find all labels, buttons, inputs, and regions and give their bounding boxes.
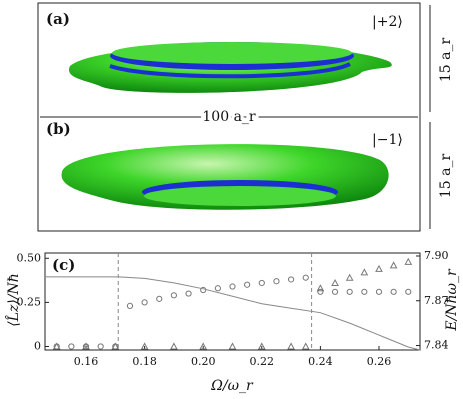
triangle-point [52, 342, 61, 350]
circle-point [170, 292, 178, 299]
triangle-point [301, 342, 310, 350]
circle-point [346, 288, 353, 295]
x-tick-label: 0.24 [308, 355, 333, 368]
panel-b-render [61, 144, 389, 210]
panel-label: (b) [46, 120, 71, 138]
circle-point [244, 281, 251, 288]
render-frame [37, 2, 421, 232]
panel-label: (a) [46, 10, 70, 28]
x-tick-label: 0.16 [74, 355, 99, 368]
circle-point [287, 276, 295, 283]
width-label: 100 a_r [202, 109, 256, 125]
state-label: |−1⟩ [372, 132, 403, 148]
x-tick-label: 0.20 [191, 355, 216, 368]
triangle-point [389, 261, 398, 269]
y2-axis-label: E/Nħω_r [444, 268, 460, 332]
triangle-point [331, 278, 339, 286]
circle-point [229, 283, 236, 290]
triangle-point [199, 342, 208, 350]
circle-point [273, 278, 280, 285]
circle-point [390, 288, 397, 295]
circle-point [258, 279, 265, 287]
circle-point [200, 286, 207, 294]
circle-point [214, 285, 221, 292]
energy-line [45, 276, 421, 351]
x-tick-label: 0.26 [367, 355, 392, 368]
circle-point [97, 343, 104, 350]
circle-point [185, 290, 192, 297]
y2-tick-label: 7.90 [424, 249, 449, 262]
circle-point [302, 274, 309, 281]
y2-tick-label: 7.87 [424, 294, 449, 307]
triangle-point [257, 342, 266, 350]
circle-point [331, 288, 339, 295]
circle-point [361, 288, 368, 295]
triangle-point [82, 342, 90, 350]
panel-a-render [68, 42, 392, 93]
y-tick-label: 0.25 [17, 295, 42, 308]
circle-point [68, 343, 75, 350]
triangle-point [360, 268, 369, 276]
triangle-point [316, 284, 325, 292]
state-label: |+2⟩ [372, 14, 403, 30]
circle-point [405, 288, 412, 295]
circle-point [156, 295, 163, 302]
triangle-point [228, 342, 237, 350]
triangle-point [375, 264, 383, 272]
x-tick-label: 0.18 [132, 355, 157, 368]
y-axis-label: ⟨L̂z⟩/Nħ [4, 273, 22, 327]
x-tick-label: 0.22 [250, 355, 275, 368]
triangle-point [345, 273, 354, 281]
x-axis-label: Ω/ω_r [210, 378, 254, 394]
plot-frame [44, 252, 421, 351]
circle-point [126, 302, 134, 310]
circle-point [317, 288, 324, 295]
triangle-point [140, 342, 149, 350]
triangle-point [287, 342, 295, 350]
triangle-point [170, 342, 178, 350]
triangle-point [404, 257, 413, 265]
y-tick-label: 0.50 [17, 251, 42, 264]
y2-tick-label: 7.84 [424, 339, 449, 352]
circle-point [375, 288, 383, 295]
circle-point [141, 299, 148, 306]
height-label: 15 a_r [438, 38, 454, 83]
height-label: 15 a_r [438, 154, 454, 199]
panel-label: (c) [52, 256, 75, 274]
y-tick-label: 0 [34, 339, 41, 352]
triangle-point [111, 342, 120, 350]
